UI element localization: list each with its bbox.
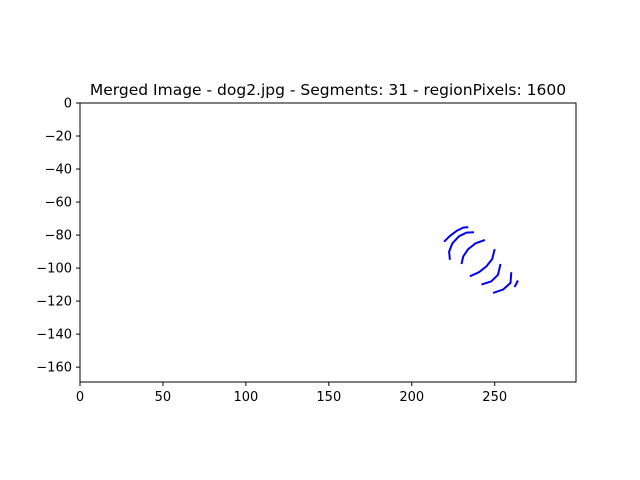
x-tick-label: 150 (316, 390, 341, 405)
series-line-7 (513, 280, 519, 288)
axes-frame (79, 102, 577, 383)
x-tick-label: 100 (233, 390, 258, 405)
axes: 0 50 100 150 200 250 0 −20 −40 −60 −80 −100 −120 −140… (36, 97, 577, 405)
y-tick-label: −60 (45, 196, 72, 211)
x-tick-label: 0 (76, 390, 84, 405)
y-tick-label: −80 (45, 229, 72, 244)
x-tick-label: 250 (482, 390, 507, 405)
series-line-3 (460, 239, 486, 265)
x-tick-label: 50 (155, 390, 172, 405)
y-tick-label: −140 (36, 328, 72, 343)
y-tick-label: −160 (36, 361, 72, 376)
plot-background (80, 103, 576, 382)
y-tick-label: −120 (36, 295, 72, 310)
y-tick-label: −40 (45, 163, 72, 178)
y-tick-label: −20 (45, 130, 72, 145)
series-line-5 (481, 263, 502, 286)
y-tick-label: 0 (64, 97, 72, 112)
series-line-2 (448, 231, 475, 260)
series-line-6 (492, 272, 513, 294)
x-tick-label: 200 (399, 390, 424, 405)
series-line-1 (443, 226, 469, 243)
chart-title: Merged Image - dog2.jpg - Segments: 31 -… (90, 81, 566, 99)
series-line-4 (469, 248, 496, 278)
data-series-group (443, 226, 519, 294)
y-tick-label: −100 (36, 262, 72, 277)
plot-area (80, 103, 576, 382)
